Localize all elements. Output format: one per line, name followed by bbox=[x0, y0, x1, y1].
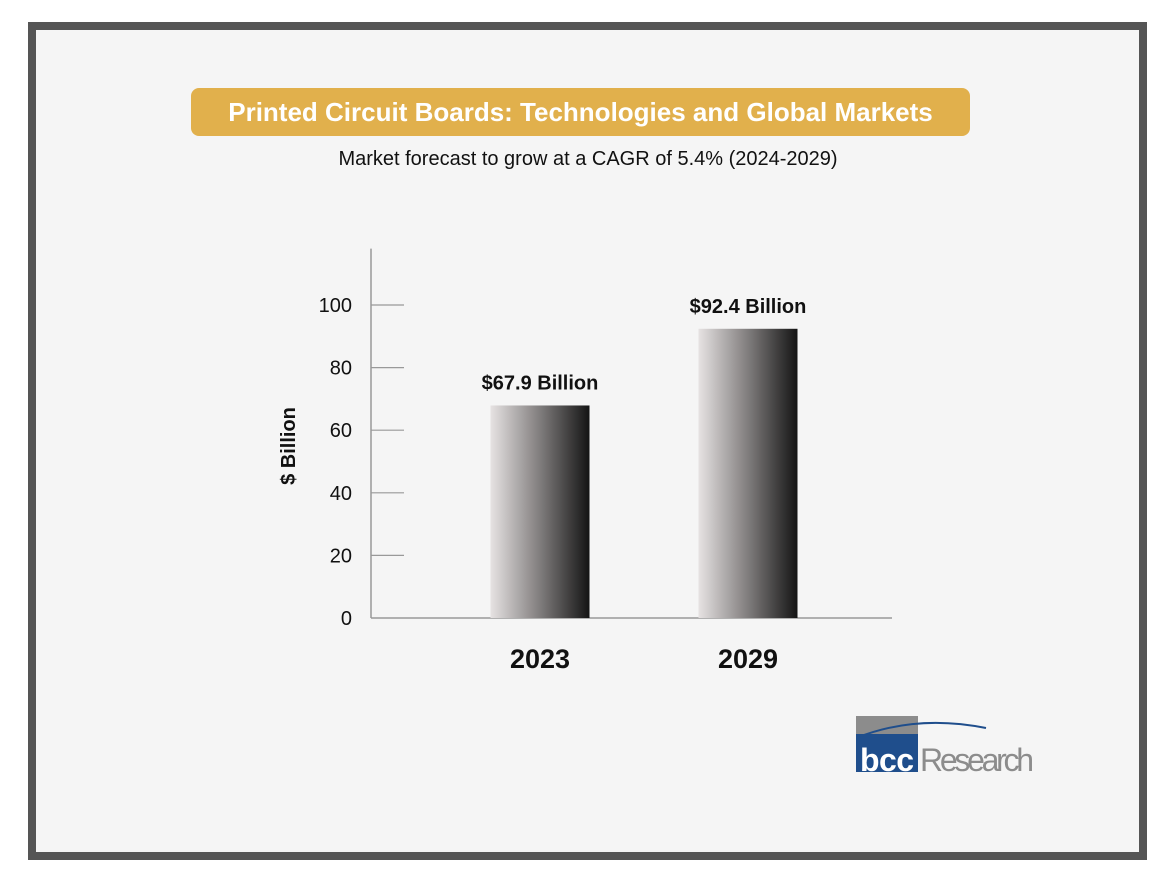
chart-title: Printed Circuit Boards: Technologies and… bbox=[191, 88, 970, 136]
data-label: $67.9 Billion bbox=[482, 372, 599, 394]
y-tick-label: 0 bbox=[341, 608, 352, 630]
logo-bcc-text: bcc bbox=[860, 742, 914, 776]
logo-research-text: Research bbox=[920, 742, 1034, 776]
x-tick-label: 2029 bbox=[718, 644, 778, 674]
y-tick-label: 80 bbox=[330, 358, 352, 380]
y-tick-label: 20 bbox=[330, 545, 352, 567]
y-tick-label: 60 bbox=[330, 420, 352, 442]
x-tick-label: 2023 bbox=[510, 644, 570, 674]
data-label: $92.4 Billion bbox=[690, 296, 807, 318]
y-tick-label: 100 bbox=[319, 295, 352, 317]
bar-2023 bbox=[490, 405, 590, 618]
y-axis-label: $ Billion bbox=[278, 407, 300, 485]
bar-2029 bbox=[698, 328, 798, 618]
y-tick-label: 40 bbox=[330, 483, 352, 505]
chart-subtitle: Market forecast to grow at a CAGR of 5.4… bbox=[338, 148, 838, 170]
bcc-research-logo: bcc Research bbox=[855, 716, 1046, 778]
